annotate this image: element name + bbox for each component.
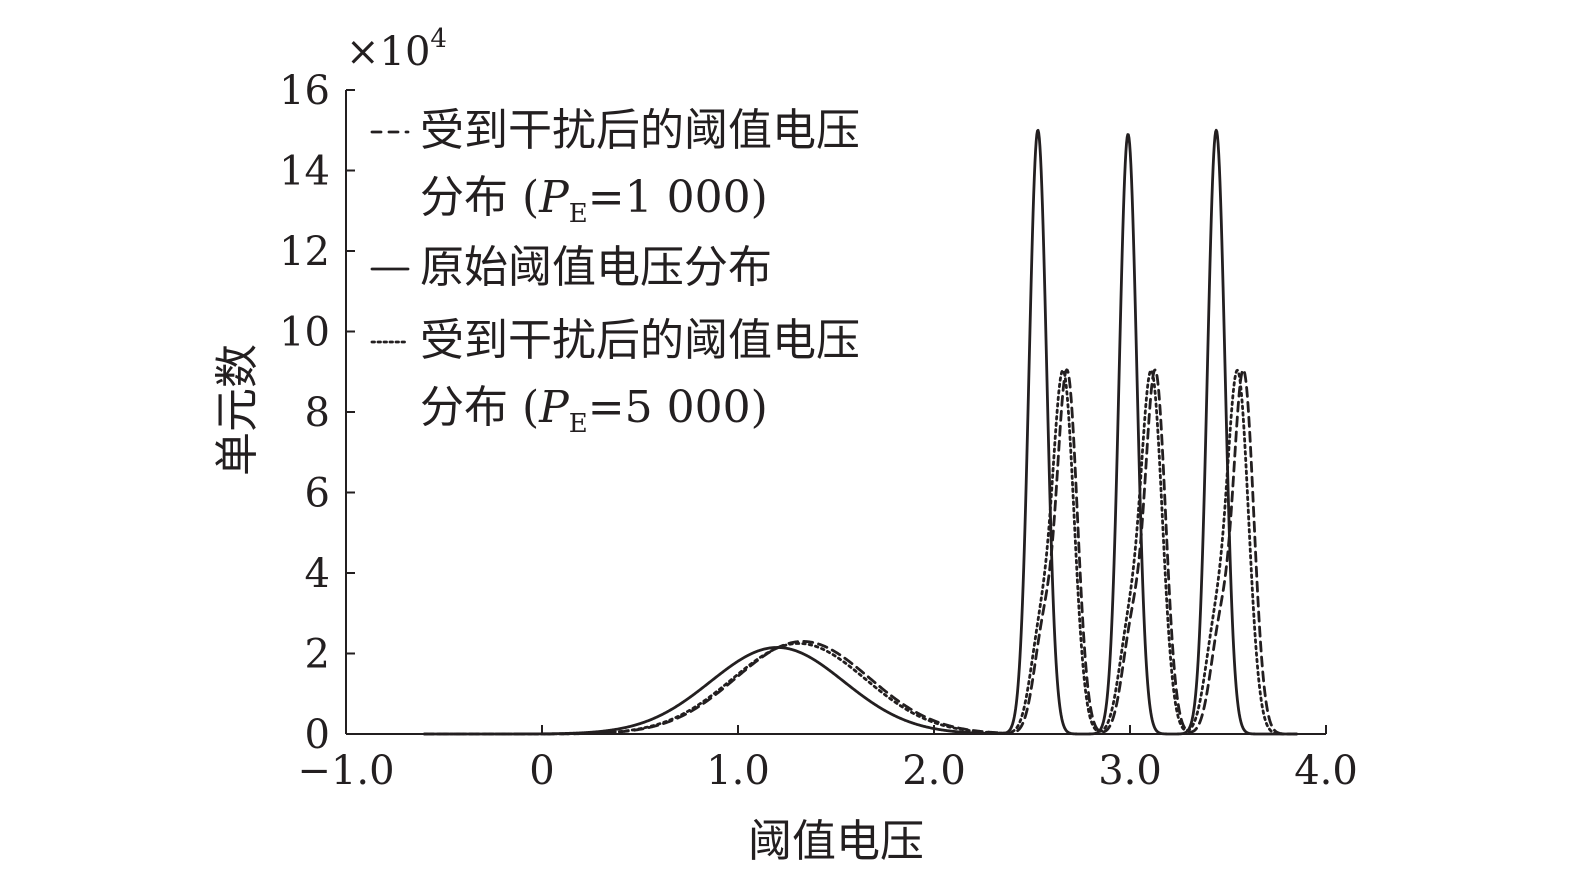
- y-tick-label: 12: [279, 229, 330, 275]
- y-tick-label: 2: [305, 632, 330, 678]
- y-multiplier: ×104: [346, 24, 447, 75]
- x-axis-title: 阈值电压: [748, 816, 924, 867]
- y-tick-label: 8: [305, 390, 330, 436]
- y-tick-label: 10: [279, 310, 330, 356]
- legend-label: 受到干扰后的阈值电压: [420, 315, 860, 366]
- x-tick-label: 3.0: [1098, 748, 1162, 794]
- x-tick-label: 0: [529, 748, 554, 794]
- x-tick-label: 2.0: [902, 748, 966, 794]
- y-tick-label: 4: [305, 551, 330, 597]
- legend-label: 受到干扰后的阈值电压: [420, 105, 860, 156]
- x-tick-label: 1.0: [706, 748, 770, 794]
- x-tick-label: −1.0: [297, 748, 394, 794]
- y-tick-label: 14: [279, 149, 330, 195]
- y-tick-label: 0: [305, 712, 330, 758]
- y-tick-label: 6: [305, 471, 330, 517]
- series-layer: [423, 128, 1298, 736]
- series-line-dotted: [423, 368, 1298, 736]
- y-tick-label: 16: [279, 68, 330, 114]
- y-axis-title: 单元数: [212, 344, 263, 476]
- legend-label: 分布 (PE=1 000): [420, 172, 768, 229]
- legend-label: 原始阈值电压分布: [420, 242, 772, 293]
- x-tick-label: 4.0: [1294, 748, 1358, 794]
- legend-label: 分布 (PE=5 000): [420, 382, 768, 439]
